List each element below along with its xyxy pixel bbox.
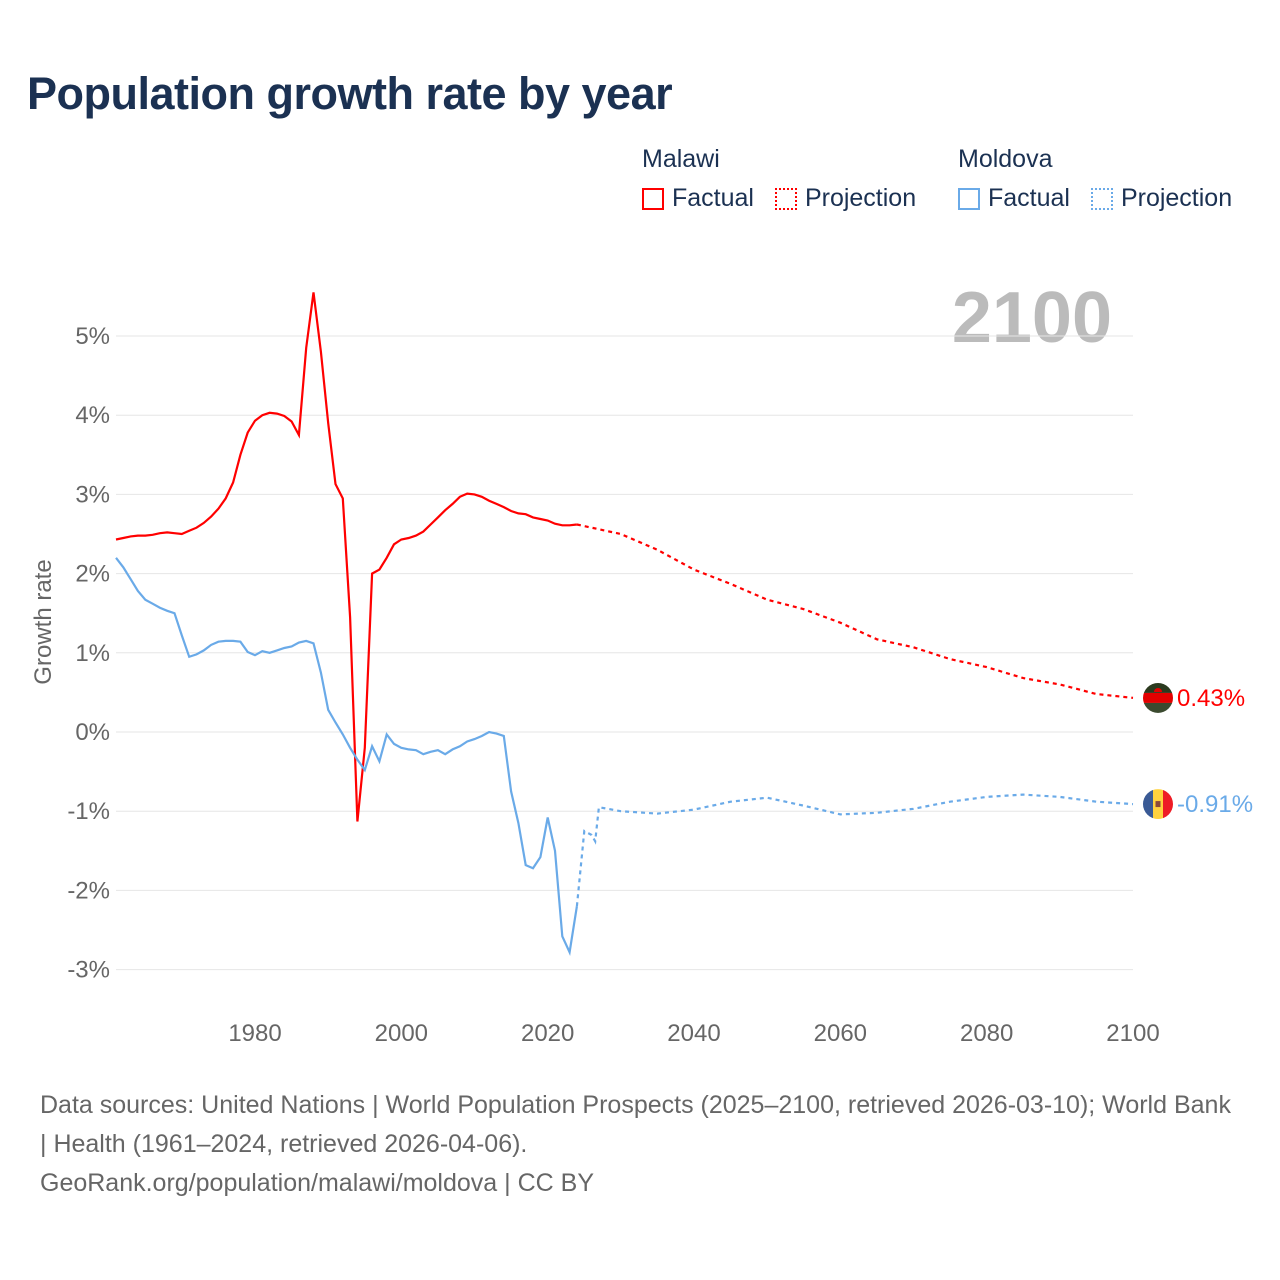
x-tick-label: 2040 bbox=[667, 1020, 720, 1047]
legend-label: Factual bbox=[988, 184, 1070, 212]
chart-title: Population growth rate by year bbox=[27, 68, 673, 119]
y-tick-label: 5% bbox=[75, 323, 110, 350]
x-tick-label: 2000 bbox=[375, 1020, 428, 1047]
x-tick-label: 1980 bbox=[228, 1020, 281, 1047]
x-tick-label: 2100 bbox=[1106, 1020, 1159, 1047]
legend-group-label: Moldova bbox=[958, 145, 1053, 173]
y-tick-label: -3% bbox=[67, 957, 110, 984]
legend-label: Factual bbox=[672, 184, 754, 212]
x-tick-label: 2060 bbox=[814, 1020, 867, 1047]
y-axis-label: Growth rate bbox=[30, 559, 57, 684]
y-tick-label: 1% bbox=[75, 640, 110, 667]
moldova-factual-line bbox=[115, 557, 578, 956]
malawi-projection-line bbox=[576, 523, 1134, 699]
year-display: 2100 bbox=[952, 278, 1112, 358]
legend-group-label: Malawi bbox=[642, 145, 720, 173]
data-sources: Data sources: United Nations | World Pop… bbox=[40, 1091, 1231, 1158]
x-tick-label: 2020 bbox=[521, 1020, 574, 1047]
legend-malawi-factual[interactable]: Factual bbox=[642, 184, 754, 213]
legend-malawi-projection[interactable]: Projection bbox=[774, 184, 917, 213]
y-tick-label: 3% bbox=[75, 481, 110, 508]
moldova-projection-line bbox=[575, 793, 1134, 907]
y-tick-label: 4% bbox=[75, 402, 110, 429]
legend-moldova-factual[interactable]: Factual bbox=[958, 184, 1070, 213]
dotted-swatch-icon bbox=[774, 187, 797, 210]
footer: Data sources: United Nations | World Pop… bbox=[40, 1086, 1240, 1203]
legend-malawi: Malawi Factual Projection bbox=[642, 145, 930, 217]
legend-moldova: Moldova Factual Projection bbox=[958, 145, 1246, 217]
y-tick-label: 0% bbox=[75, 719, 110, 746]
dotted-swatch-icon bbox=[1090, 187, 1113, 210]
legend-label: Projection bbox=[1120, 184, 1233, 212]
moldova-end-label: -0.91% bbox=[1177, 791, 1253, 818]
credit-link[interactable]: GeoRank.org/population/malawi/moldova | … bbox=[40, 1169, 594, 1197]
malawi-factual-line bbox=[115, 292, 578, 822]
solid-swatch-icon bbox=[642, 187, 664, 210]
malawi-flag-icon bbox=[1143, 682, 1173, 713]
y-tick-label: -1% bbox=[67, 798, 110, 825]
chart-area: 2100 Growth rate 5% 4% 3% 2% 1% 0% -1% -2% -3% 19… bbox=[30, 278, 1253, 1047]
y-tick-label: -2% bbox=[67, 877, 110, 904]
y-tick-label: 2% bbox=[75, 561, 110, 588]
malawi-end-label: 0.43% bbox=[1177, 685, 1245, 712]
legend-label: Projection bbox=[804, 184, 917, 212]
solid-swatch-icon bbox=[958, 187, 980, 210]
legend-moldova-projection[interactable]: Projection bbox=[1090, 184, 1233, 213]
moldova-flag-icon bbox=[1143, 789, 1173, 820]
x-tick-label: 2080 bbox=[960, 1020, 1013, 1047]
